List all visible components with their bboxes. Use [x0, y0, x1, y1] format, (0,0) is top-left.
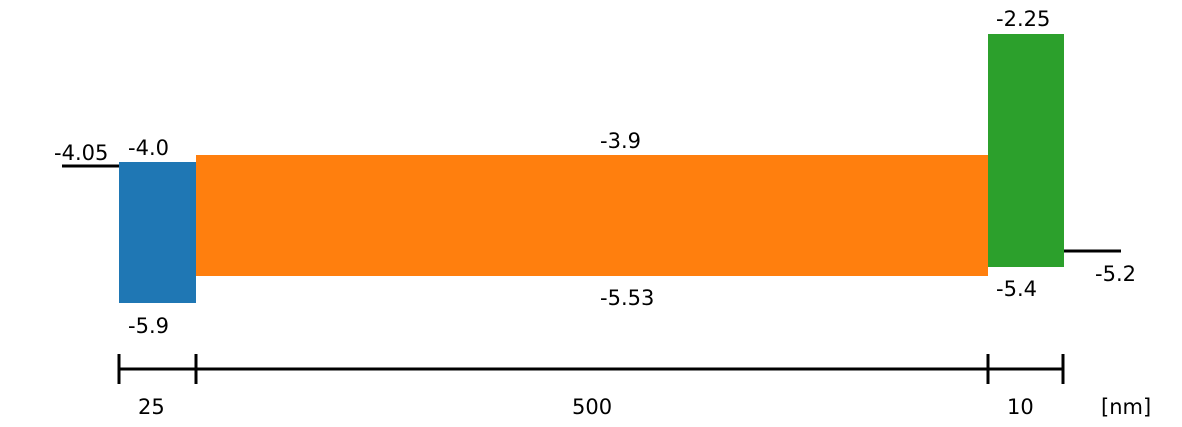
left-electrode-label: -4.05 [54, 141, 108, 165]
layer-2-top-label: -3.9 [600, 129, 641, 153]
layer-1-bottom-label: -5.9 [128, 314, 169, 338]
layer-2-band [196, 155, 988, 276]
layer-2-thickness-label: 500 [572, 395, 612, 419]
layer-3-thickness-label: 10 [1007, 395, 1034, 419]
layer-3-band [988, 34, 1064, 267]
layer-3-bottom-label: -5.4 [996, 277, 1037, 301]
unit-label: [nm] [1101, 395, 1151, 419]
layer-1-top-label: -4.0 [128, 136, 169, 160]
layer-1-thickness-label: 25 [138, 395, 165, 419]
right-electrode-label: -5.2 [1095, 262, 1136, 286]
layer-2-bottom-label: -5.53 [600, 286, 654, 310]
layer-1-band [119, 162, 196, 303]
layer-3-top-label: -2.25 [996, 7, 1050, 31]
